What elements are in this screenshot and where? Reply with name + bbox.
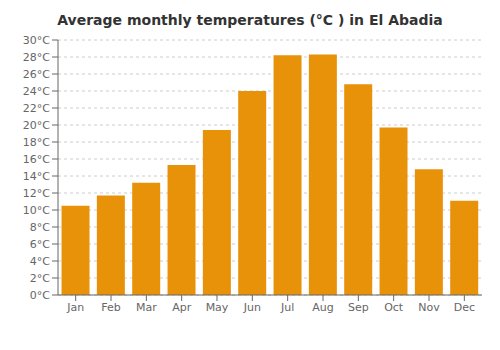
svg-text:16°C: 16°C	[23, 153, 50, 166]
svg-text:Apr: Apr	[172, 301, 192, 314]
svg-text:Jan: Jan	[66, 301, 84, 314]
svg-text:2°C: 2°C	[30, 272, 50, 285]
svg-text:20°C: 20°C	[23, 119, 50, 132]
svg-text:Oct: Oct	[384, 301, 404, 314]
svg-text:24°C: 24°C	[23, 85, 50, 98]
svg-text:14°C: 14°C	[23, 170, 50, 183]
svg-text:18°C: 18°C	[23, 136, 50, 149]
svg-text:Aug: Aug	[312, 301, 333, 314]
svg-text:12°C: 12°C	[23, 187, 50, 200]
svg-text:10°C: 10°C	[23, 204, 50, 217]
html-text:Average monthly temperatures (: Average monthly temperatures (°C ) in El…	[57, 12, 443, 28]
svg-text:22°C: 22°C	[23, 102, 50, 115]
svg-text:May: May	[206, 301, 229, 314]
svg-text:Feb: Feb	[101, 301, 120, 314]
svg-text:28°C: 28°C	[23, 51, 50, 64]
svg-text:30°C: 30°C	[23, 34, 50, 47]
svg-text:Jun: Jun	[243, 301, 261, 314]
svg-text:8°C: 8°C	[30, 221, 50, 234]
svg-text:26°C: 26°C	[23, 68, 50, 81]
svg-text:6°C: 6°C	[30, 238, 50, 251]
svg-text:0°C: 0°C	[30, 289, 50, 302]
svg-text:4°C: 4°C	[30, 255, 50, 268]
svg-text:Nov: Nov	[418, 301, 440, 314]
svg-text:Jul: Jul	[280, 301, 294, 314]
svg-text:Dec: Dec	[454, 301, 475, 314]
svg-text:Sep: Sep	[348, 301, 369, 314]
svg-text:Mar: Mar	[136, 301, 157, 314]
